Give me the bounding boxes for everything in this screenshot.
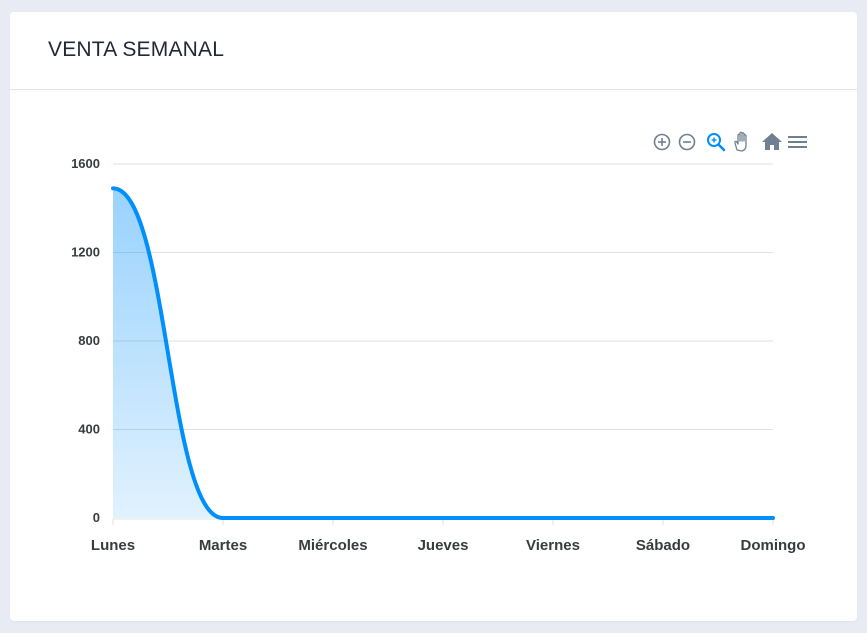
x-tick-label: Jueves xyxy=(418,537,469,554)
x-tick-label: Lunes xyxy=(91,537,135,554)
card-title: VENTA SEMANAL xyxy=(48,38,225,61)
y-tick-label: 1200 xyxy=(71,245,100,260)
chart-toolbar xyxy=(651,131,808,153)
x-tick-label: Miércoles xyxy=(298,537,367,554)
y-tick-label: 0 xyxy=(93,510,100,525)
reset-home-icon[interactable] xyxy=(761,131,783,153)
card-header: VENTA SEMANAL xyxy=(10,12,857,90)
y-tick-label: 1600 xyxy=(71,156,100,171)
y-axis-labels: 0 400 800 1200 1600 xyxy=(71,156,100,525)
x-tick-label: Sábado xyxy=(636,537,690,554)
selection-zoom-icon[interactable] xyxy=(705,131,727,153)
x-tick-label: Martes xyxy=(199,537,247,554)
y-tick-label: 400 xyxy=(78,422,100,437)
y-tick-label: 800 xyxy=(78,333,100,348)
zoom-in-icon[interactable] xyxy=(651,131,673,153)
x-tick-label: Domingo xyxy=(741,537,806,554)
grid-lines xyxy=(113,163,773,430)
pan-hand-icon[interactable] xyxy=(731,131,753,153)
series-layer xyxy=(111,186,775,520)
x-axis: Lunes Martes Miércoles Jueves Viernes Sábado D… xyxy=(91,518,806,554)
menu-icon[interactable] xyxy=(786,131,808,153)
series-area-fill xyxy=(113,188,773,518)
series-line xyxy=(111,186,775,520)
zoom-out-icon[interactable] xyxy=(676,131,698,153)
x-tick-label: Viernes xyxy=(526,537,580,554)
